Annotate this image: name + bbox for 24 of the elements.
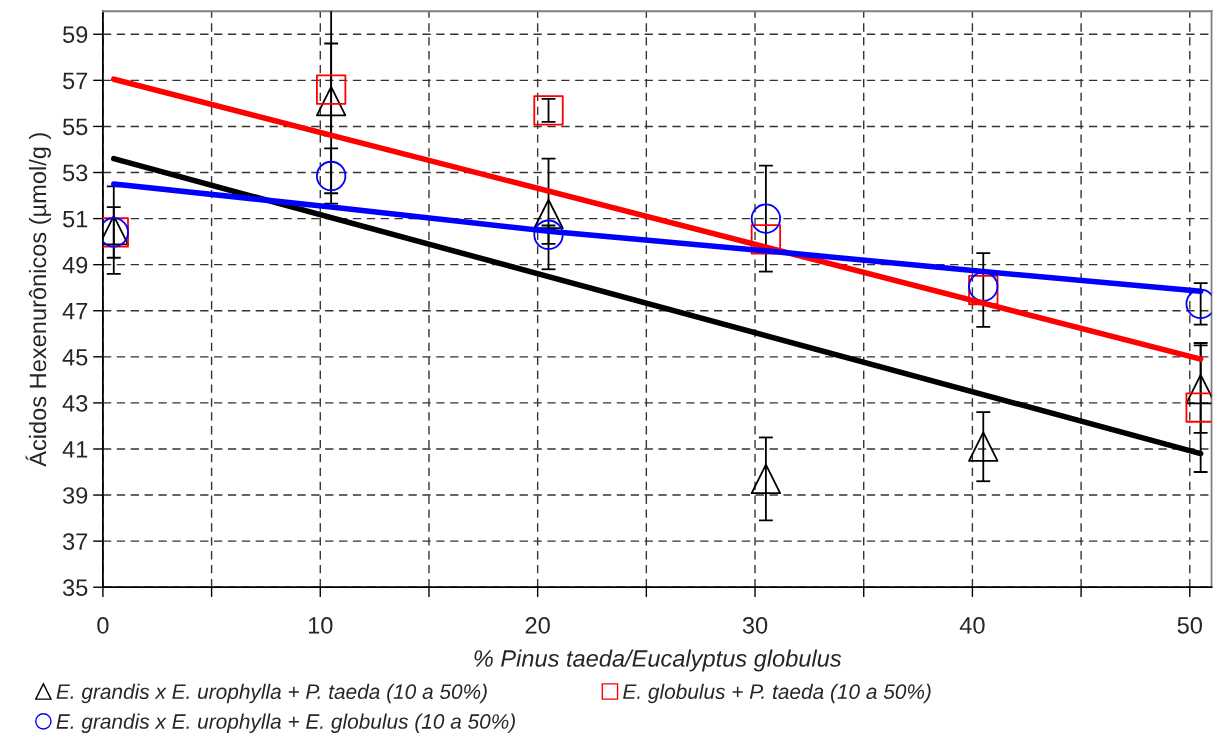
x-tick-label: 20 [525, 617, 550, 634]
legend-label: E. grandis x E. urophylla + P. taeda (10 a 50%) [56, 683, 487, 704]
y-tick-label: 51 [63, 210, 88, 228]
x-tick-label: 40 [959, 617, 985, 634]
y-tick-label: 47 [62, 303, 88, 320]
y-tick-label: 39 [62, 487, 88, 504]
y-tick-label: 59 [63, 26, 88, 44]
x-tick-label: 10 [308, 617, 333, 634]
x-axis-title: % Pinus taeda/Eucalyptus globulus [474, 649, 842, 672]
legend-label: E. globulus + P. taeda (10 a 50%) [623, 683, 931, 704]
x-tick-label: 50 [1177, 617, 1202, 634]
y-tick-label: 57 [63, 72, 88, 90]
y-tick-label: 53 [63, 164, 88, 182]
legend-label: E. grandis x E. urophylla + E. globulus (10 a 50%) [56, 713, 515, 733]
x-tick-label: 0 [97, 617, 109, 634]
y-tick-label: 49 [62, 256, 88, 274]
y-tick-label: 35 [62, 579, 88, 596]
y-axis-title: Ácidos Hexenurônicos (µmol/g ) [25, 133, 51, 467]
y-tick-label: 55 [63, 118, 88, 136]
y-tick-label: 45 [62, 349, 88, 366]
y-tick-label: 37 [62, 533, 88, 550]
y-tick-label: 41 [62, 441, 88, 458]
y-tick-label: 43 [62, 394, 88, 412]
x-tick-label: 30 [742, 617, 768, 634]
